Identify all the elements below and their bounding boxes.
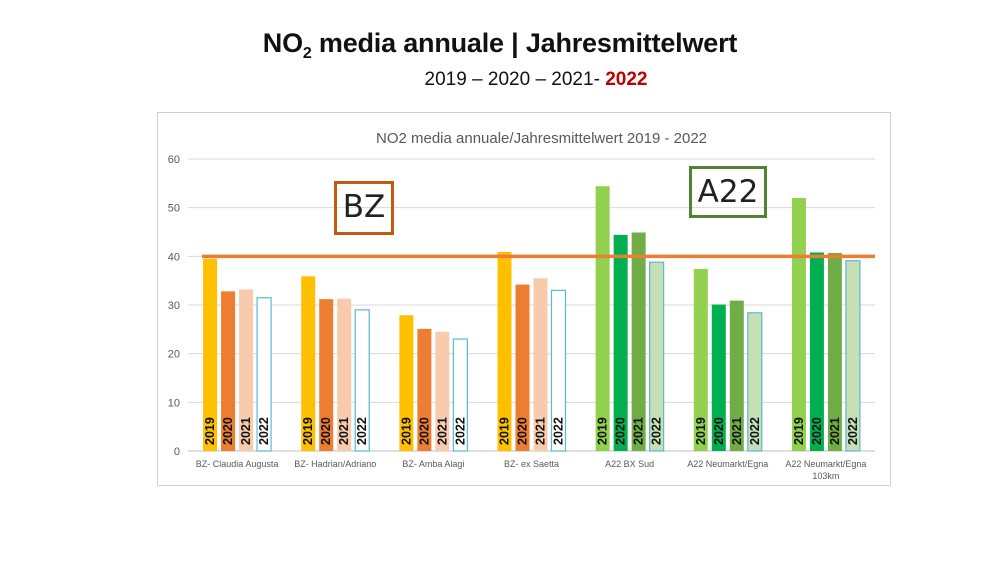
bar	[399, 315, 414, 451]
bar-year-label: 2020	[319, 417, 333, 445]
bar	[239, 289, 254, 451]
bar	[827, 252, 842, 451]
bar-year-label: 2022	[846, 417, 860, 445]
x-category-label: 103km	[812, 471, 839, 481]
x-category-label: A22 Neumarkt/Egna	[785, 459, 866, 469]
bar-year-label: 2019	[596, 417, 610, 445]
bar	[649, 261, 665, 452]
bar	[435, 331, 450, 451]
bar-year-label: 2020	[614, 417, 628, 445]
bar-year-label: 2019	[694, 417, 708, 445]
bar-year-label: 2019	[498, 417, 512, 445]
bar-year-label: 2022	[650, 417, 664, 445]
bar-year-label: 2022	[257, 417, 271, 445]
x-category-label: A22 Neumarkt/Egna	[687, 459, 768, 469]
x-category-label: BZ- Claudia Augusta	[196, 459, 279, 469]
bar	[613, 234, 628, 451]
x-category-label: BZ- Amba Alagi	[402, 459, 464, 469]
chart-svg: NO2 media annuale/Jahresmittelwert 2019 …	[168, 130, 875, 481]
bar-year-label: 2021	[337, 417, 351, 445]
y-tick-label: 30	[168, 300, 180, 312]
bz-group-label: BZ	[334, 181, 394, 235]
a22-group-label: A22	[689, 166, 767, 218]
y-tick-label: 0	[174, 446, 180, 458]
bar	[256, 297, 272, 452]
bar	[550, 289, 567, 452]
y-tick-label: 20	[168, 349, 180, 361]
bar-year-label: 2019	[203, 417, 217, 445]
title-subscript: 2	[302, 45, 312, 62]
bar-year-label: 2022	[552, 417, 566, 445]
bar	[747, 312, 763, 452]
bar-year-label: 2021	[435, 417, 449, 445]
bar	[533, 278, 548, 451]
bar-year-label: 2021	[730, 417, 744, 445]
bar-year-label: 2019	[301, 417, 315, 445]
bar	[497, 251, 512, 451]
y-tick-label: 60	[168, 154, 180, 166]
bar	[845, 260, 861, 452]
bar-year-label: 2020	[516, 417, 530, 445]
bar	[631, 232, 646, 451]
bar	[809, 252, 824, 451]
bar	[354, 309, 370, 452]
bar	[301, 276, 316, 451]
bar	[221, 291, 236, 451]
bar-year-label: 2022	[355, 417, 369, 445]
bar-year-label: 2020	[417, 417, 431, 445]
bar-year-label: 2020	[810, 417, 824, 445]
slide-title: NO2 media annuale | Jahresmittelwert	[262, 28, 738, 62]
slide-subtitle: 2019 – 2020 – 2021- 2022	[424, 69, 648, 90]
bar	[203, 258, 218, 451]
bar-year-label: 2021	[239, 417, 253, 445]
bar	[729, 300, 744, 451]
bar-year-label: 2019	[399, 417, 413, 445]
bar	[417, 328, 432, 451]
bar	[791, 197, 806, 451]
x-category-label: A22 BX Sud	[605, 459, 654, 469]
bar-year-label: 2019	[792, 417, 806, 445]
y-tick-label: 50	[168, 203, 180, 215]
bar	[319, 299, 334, 451]
bar-year-label: 2021	[534, 417, 548, 445]
x-category-label: BZ- Hadrian/Adriano	[294, 459, 376, 469]
bar-year-label: 2020	[221, 417, 235, 445]
bar	[693, 268, 708, 451]
y-tick-label: 10	[168, 397, 180, 409]
x-category-label: BZ- ex Saetta	[504, 459, 559, 469]
bar	[337, 298, 352, 451]
chart-frame: NO2 media annuale/Jahresmittelwert 2019 …	[157, 112, 891, 486]
bar	[711, 304, 726, 451]
bar-year-label: 2021	[828, 417, 842, 445]
chart-title: NO2 media annuale/Jahresmittelwert 2019 …	[376, 130, 707, 147]
y-tick-label: 40	[168, 251, 180, 263]
bar-year-label: 2022	[748, 417, 762, 445]
bar	[452, 338, 468, 452]
bar-year-label: 2020	[712, 417, 726, 445]
bar	[515, 284, 530, 451]
bar	[595, 186, 610, 451]
subtitle-highlight-year: 2022	[605, 69, 648, 90]
bar-year-label: 2022	[453, 417, 467, 445]
bar-year-label: 2021	[632, 417, 646, 445]
